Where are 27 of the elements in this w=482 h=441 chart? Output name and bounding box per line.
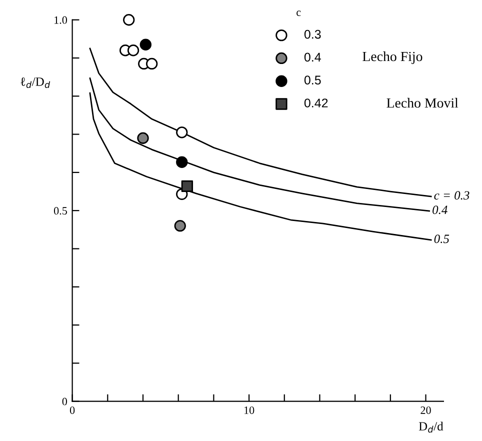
annotation: Lecho Movil — [386, 98, 458, 108]
x-tick-label: 10 — [244, 406, 254, 414]
series-label: 0.4 — [432, 206, 448, 214]
legend-label: 0.3 — [304, 30, 321, 39]
legend-label: 0.5 — [304, 76, 321, 85]
y-tick-label: 0 — [62, 398, 68, 406]
series-label: 0.5 — [434, 234, 450, 244]
x-axis-title: D$_{d}$/d — [418, 422, 444, 433]
y-tick-label: 1.0 — [54, 16, 68, 24]
x-tick-label: 0 — [70, 406, 75, 414]
legend-title: c — [296, 10, 301, 16]
point — [176, 156, 188, 168]
point — [174, 220, 186, 232]
point — [181, 180, 194, 192]
legend-label: 0.42 — [304, 98, 328, 108]
point — [146, 58, 158, 70]
y-axis-title: ℓ$_{d}$/D$_{d}$ — [20, 77, 50, 88]
point — [140, 38, 152, 50]
legend-label: 0.4 — [304, 52, 321, 62]
series-label: c = 0.3 — [434, 191, 470, 200]
y-tick-label: 0.5 — [54, 207, 68, 215]
point — [127, 44, 140, 56]
point — [176, 126, 188, 138]
annotation: Lecho Fijo — [362, 51, 422, 64]
point — [123, 14, 135, 26]
x-tick-label: 20 — [420, 406, 431, 414]
point — [137, 132, 149, 144]
